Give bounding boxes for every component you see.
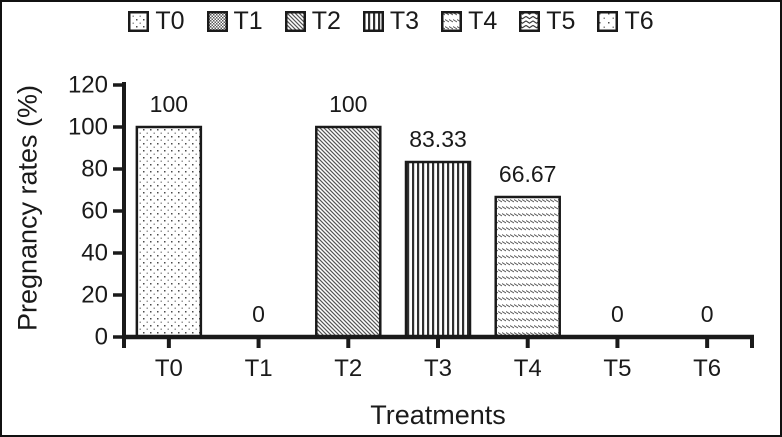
x-category-label-T3: T3: [424, 355, 452, 382]
legend-item-T3: T3: [362, 7, 420, 35]
legend-label: T3: [389, 7, 420, 35]
legend-item-T0: T0: [128, 7, 185, 35]
y-tick-label: 80: [81, 156, 108, 183]
bar-T2: [315, 125, 382, 339]
legend-swatch-zigzag-dense-icon: [519, 11, 541, 32]
y-tick-label: 120: [68, 72, 108, 99]
bar-T0: [135, 125, 203, 339]
legend-label: T6: [624, 7, 654, 35]
bar-value-label-T4: 66.67: [499, 161, 557, 187]
bar-T3: [404, 160, 472, 339]
bar-T4: [494, 195, 561, 339]
y-tick-label: 0: [95, 324, 108, 351]
y-tick-label: 20: [81, 282, 108, 309]
legend-item-T1: T1: [206, 7, 263, 35]
bar-value-label-T6: 0: [701, 301, 714, 327]
legend-swatch-vertical-lines-icon: [362, 11, 384, 32]
bar-value-label-T2: 100: [329, 91, 367, 117]
legend-label: T4: [468, 7, 498, 35]
legend-item-T5: T5: [519, 9, 575, 34]
legend-label: T0: [155, 7, 185, 35]
x-category-label-T6: T6: [693, 355, 721, 382]
legend-item-T2: T2: [284, 7, 341, 35]
legend-item-T6: T6: [597, 7, 654, 35]
bar-value-label-T5: 0: [611, 301, 624, 327]
y-tick-label: 100: [68, 114, 108, 141]
x-category-label-T5: T5: [603, 355, 631, 382]
x-category-label-T2: T2: [334, 355, 362, 382]
legend: T0 T1 T2 T3 T4 T5 T6: [2, 9, 780, 34]
legend-label: T5: [546, 7, 576, 35]
bar-value-label-T1: 0: [252, 301, 265, 327]
legend-swatch-diagonal-down-icon: [284, 11, 306, 32]
legend-swatch-checker-dense-icon: [206, 11, 228, 32]
x-category-label-T1: T1: [245, 355, 273, 382]
bar-value-label-T3: 83.33: [409, 126, 467, 152]
bar-value-label-T0: 100: [150, 91, 188, 117]
legend-label: T2: [311, 7, 341, 35]
x-axis-title: Treatments: [370, 400, 506, 430]
x-category-label-T4: T4: [514, 355, 542, 382]
legend-swatch-dots-light-icon: [128, 11, 150, 32]
legend-label: T1: [233, 7, 263, 35]
legend-swatch-dash-waves-icon: [441, 11, 463, 32]
legend-item-T4: T4: [441, 9, 497, 34]
x-category-label-T0: T0: [155, 355, 183, 382]
legend-swatch-dots-sparse-icon: [597, 11, 619, 32]
y-tick-label: 40: [81, 240, 108, 267]
y-tick-label: 60: [81, 198, 108, 225]
